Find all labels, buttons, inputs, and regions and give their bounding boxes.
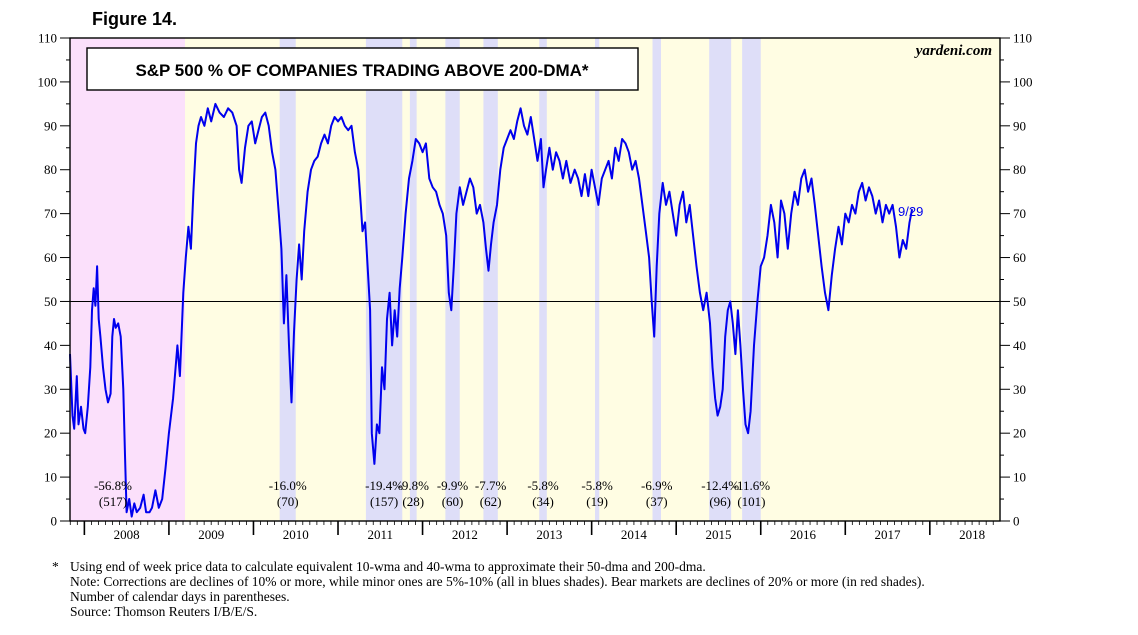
period-pct-label-9: -12.4% (701, 478, 739, 493)
period-days-label-3: (28) (402, 494, 424, 509)
figure-label: Figure 14. (92, 9, 178, 29)
plot-background (70, 38, 1000, 521)
chart: 0 0 10 10 20 20 30 30 40 40 50 50 60 60 70 70 80 80 90 90 10… (38, 31, 1033, 543)
period-pct-label-4: -9.9% (437, 478, 469, 493)
year-label-2009: 2009 (198, 527, 224, 542)
title-box (86, 47, 639, 91)
period-pct-label-6: -5.8% (527, 478, 559, 493)
year-label-2012: 2012 (452, 527, 478, 542)
period-days-label-4: (60) (442, 494, 464, 509)
year-label-2018: 2018 (959, 527, 985, 542)
footnote-asterisk: * (52, 559, 59, 574)
period-pct-label-0: -56.8% (94, 478, 132, 493)
year-label-2017: 2017 (875, 527, 902, 542)
period-labels: -56.8%(517) -16.0%(70) -19.4%(157)-9.8%(28… (94, 478, 770, 509)
ytick-label-right-10: 10 (1013, 470, 1026, 485)
chart-title: S&P 500 % OF COMPANIES TRADING ABOVE 200… (135, 61, 588, 80)
period-pct-label-10: -11.6% (733, 478, 771, 493)
period-pct-label-7: -5.8% (581, 478, 613, 493)
footnote-source: Source: Thomson Reuters I/B/E/S. (70, 604, 258, 619)
ytick-label-right-20: 20 (1013, 426, 1026, 441)
shaded-periods (70, 38, 1000, 521)
shade-correction-3 (409, 38, 417, 521)
year-label-2015: 2015 (705, 527, 731, 542)
shade-correction-9 (709, 38, 732, 521)
ytick-label-left-100: 100 (38, 74, 58, 89)
period-pct-label-3: -9.8% (398, 478, 430, 493)
period-days-label-6: (34) (532, 494, 554, 509)
footnotes: * Using end of week price data to calcula… (52, 559, 1132, 619)
ytick-label-right-60: 60 (1013, 250, 1026, 265)
shade-correction-5 (483, 38, 498, 521)
footnote-line-2: Note: Corrections are declines of 10% or… (70, 574, 925, 589)
ytick-label-left-60: 60 (44, 250, 57, 265)
ytick-label-right-0: 0 (1013, 514, 1020, 529)
ytick-label-left-80: 80 (44, 162, 57, 177)
shade-correction-10 (742, 38, 761, 521)
period-days-label-5: (62) (480, 494, 502, 509)
ytick-label-right-100: 100 (1013, 74, 1033, 89)
year-label-2016: 2016 (790, 527, 817, 542)
year-label-2014: 2014 (621, 527, 648, 542)
ytick-label-right-50: 50 (1013, 294, 1026, 309)
shade-correction-6 (539, 38, 547, 521)
ytick-label-right-80: 80 (1013, 162, 1026, 177)
period-pct-label-5: -7.7% (475, 478, 507, 493)
year-label-2010: 2010 (283, 527, 309, 542)
period-days-label-0: (517) (99, 494, 127, 509)
period-days-label-1: (70) (277, 494, 299, 509)
ytick-label-right-110: 110 (1013, 31, 1032, 46)
period-pct-label-8: -6.9% (641, 478, 673, 493)
series-line (69, 102, 914, 518)
year-label-2013: 2013 (536, 527, 562, 542)
shade-correction-2 (365, 38, 403, 521)
ytick-label-left-10: 10 (44, 470, 57, 485)
ytick-label-right-30: 30 (1013, 382, 1026, 397)
ytick-label-left-70: 70 (44, 206, 57, 221)
ytick-label-left-20: 20 (44, 426, 57, 441)
period-days-label-10: (101) (737, 494, 765, 509)
period-days-label-7: (19) (586, 494, 608, 509)
footnote-line-1: Using end of week price data to calculat… (70, 559, 706, 574)
end-date-label: 9/29 (898, 204, 923, 219)
period-days-label-9: (96) (709, 494, 731, 509)
ytick-label-left-90: 90 (44, 118, 57, 133)
watermark: yardeni.com (914, 43, 992, 59)
footnote-line-3: Number of calendar days in parentheses. (70, 589, 290, 604)
ytick-label-left-30: 30 (44, 382, 57, 397)
ytick-label-left-40: 40 (44, 338, 57, 353)
ytick-label-right-70: 70 (1013, 206, 1026, 221)
ytick-label-left-110: 110 (38, 31, 57, 46)
shade-correction-7 (595, 38, 600, 521)
ytick-label-left-0: 0 (51, 514, 58, 529)
axes: 0 0 10 10 20 20 30 30 40 40 50 50 60 60 70 70 80 80 90 90 10… (38, 31, 1033, 543)
ytick-label-right-90: 90 (1013, 118, 1026, 133)
ytick-label-right-40: 40 (1013, 338, 1026, 353)
year-label-2011: 2011 (368, 527, 394, 542)
year-label-2008: 2008 (114, 527, 140, 542)
period-days-label-8: (37) (646, 494, 668, 509)
period-days-label-2: (157) (370, 494, 398, 509)
period-pct-label-1: -16.0% (269, 478, 307, 493)
ytick-label-left-50: 50 (44, 294, 57, 309)
shade-bear-0 (70, 38, 185, 521)
period-pct-label-2: -19.4% (365, 478, 403, 493)
series-line-group (69, 102, 914, 518)
